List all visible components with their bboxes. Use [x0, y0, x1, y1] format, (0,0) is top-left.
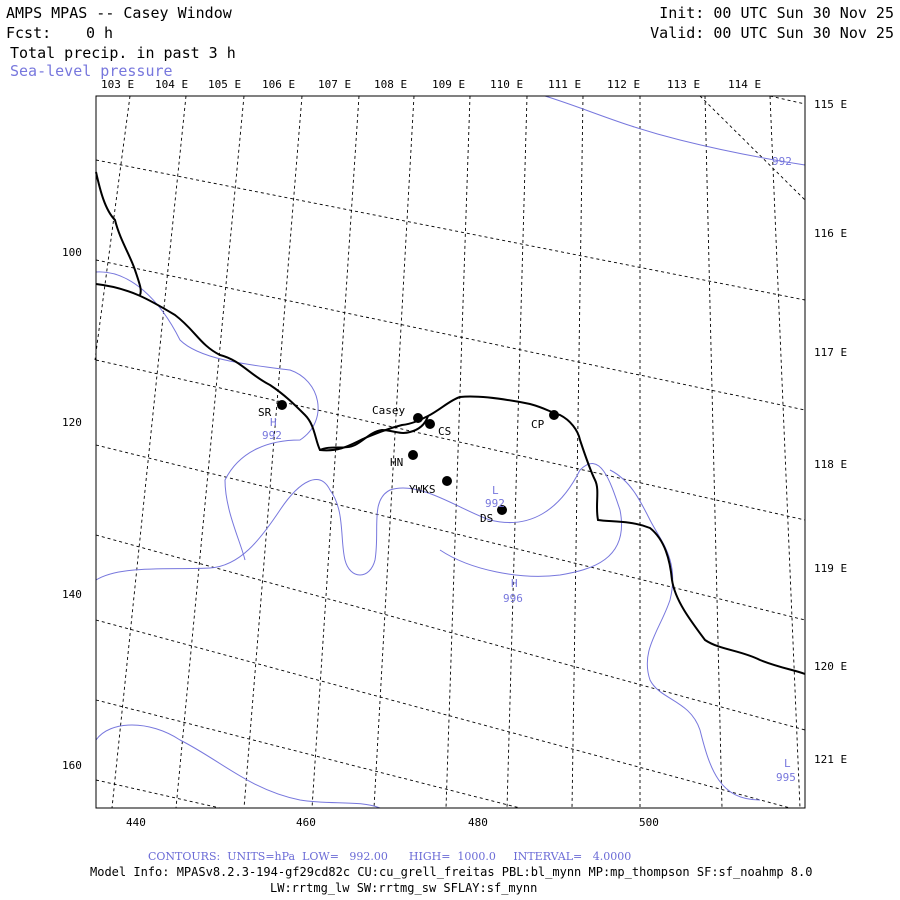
pressure-center-high-type: H — [270, 416, 277, 429]
lon-label-right: 119 E — [814, 562, 848, 575]
pressure-center-high-value: 992 — [262, 429, 282, 442]
station-marker-cs — [425, 419, 435, 429]
lon-label-right: 116 E — [814, 227, 848, 240]
graticule — [94, 95, 806, 809]
station-label-ywks: YWKS — [409, 483, 436, 496]
lon-label-top: 114 E — [728, 78, 762, 91]
station-marker-sr — [277, 400, 287, 410]
pressure-center-high-type-2: H — [511, 577, 518, 590]
init-time: Init: 00 UTC Sun 30 Nov 25 — [659, 4, 894, 22]
plot-frame — [95, 95, 806, 809]
contour-west — [95, 271, 319, 561]
station-label-hn: HN — [390, 456, 404, 469]
lon-label-right: 120 E — [814, 660, 848, 673]
lon-label-top: 113 E — [667, 78, 701, 91]
station-marker-casey — [413, 413, 423, 423]
lon-label-top: 104 E — [155, 78, 189, 91]
y-tick-label: 160 — [62, 759, 82, 772]
station-marker-ds — [497, 505, 507, 515]
lon-label-top: 111 E — [548, 78, 582, 91]
station-label-cp: CP — [531, 418, 545, 431]
valid-time: Valid: 00 UTC Sun 30 Nov 25 — [650, 24, 894, 42]
model-info-line2: LW:rrtmg_lw SW:rrtmg_sw SFLAY:sf_mynn — [270, 881, 538, 895]
lon-label-top: 107 E — [318, 78, 352, 91]
contour-label-992: 992 — [772, 155, 792, 168]
map-title: AMPS MPAS -- Casey Window — [6, 4, 232, 22]
lon-label-right: 117 E — [814, 346, 848, 359]
lon-label-top: 103 E — [101, 78, 135, 91]
pressure-center-low-value-2: 995 — [776, 771, 796, 784]
coastline-inlet — [319, 415, 429, 451]
pressure-center-low-type: L — [492, 484, 499, 497]
x-tick-label: 480 — [468, 816, 488, 829]
station-marker-hn — [408, 450, 418, 460]
pressure-contours — [95, 95, 806, 809]
lon-label-top: 110 E — [490, 78, 524, 91]
pressure-center-high-value-2: 996 — [503, 592, 523, 605]
coastline-main — [95, 283, 806, 675]
model-info: Model Info: MPASv8.2.3-194-gf29cd82c CU:… — [90, 865, 813, 879]
lon-label-right: 118 E — [814, 458, 848, 471]
station-label-cs: CS — [438, 425, 452, 438]
coastline — [95, 171, 806, 675]
station-label-sr: SR — [258, 406, 272, 419]
field-precip-label: Total precip. in past 3 h — [10, 44, 236, 62]
lon-label-top: 109 E — [432, 78, 466, 91]
x-tick-label: 500 — [639, 816, 659, 829]
contour-992-north — [544, 95, 806, 166]
y-tick-label: 120 — [62, 416, 82, 429]
pressure-center-low-type-2: L — [784, 757, 791, 770]
lon-label-top: 105 E — [208, 78, 242, 91]
lon-label-top: 108 E — [374, 78, 408, 91]
field-slp-label: Sea-level pressure — [10, 62, 173, 80]
contour-east — [609, 469, 761, 801]
forecast-label: Fcst: — [6, 24, 52, 42]
lon-label-right: 115 E — [814, 98, 848, 111]
pressure-center-low-value: 992 — [485, 497, 505, 510]
station-label-ds: DS — [480, 512, 494, 525]
y-tick-label: 100 — [62, 246, 82, 259]
forecast-hour: 0 h — [86, 24, 114, 42]
station-marker-cp — [549, 410, 559, 420]
lon-label-top: 112 E — [607, 78, 641, 91]
lon-label-right: 121 E — [814, 753, 848, 766]
station-label-casey: Casey — [372, 404, 406, 417]
coastline-ice-edge — [95, 171, 142, 296]
x-tick-label: 440 — [126, 816, 146, 829]
station-marker-ywks — [442, 476, 452, 486]
station-markers — [277, 400, 559, 515]
contour-south — [95, 724, 381, 809]
x-tick-label: 460 — [296, 816, 316, 829]
lon-label-top: 106 E — [262, 78, 296, 91]
y-tick-label: 140 — [62, 588, 82, 601]
contour-central — [95, 463, 622, 581]
contour-info: CONTOURS: UNITS=hPa LOW= 992.00 HIGH= 10… — [148, 850, 632, 863]
